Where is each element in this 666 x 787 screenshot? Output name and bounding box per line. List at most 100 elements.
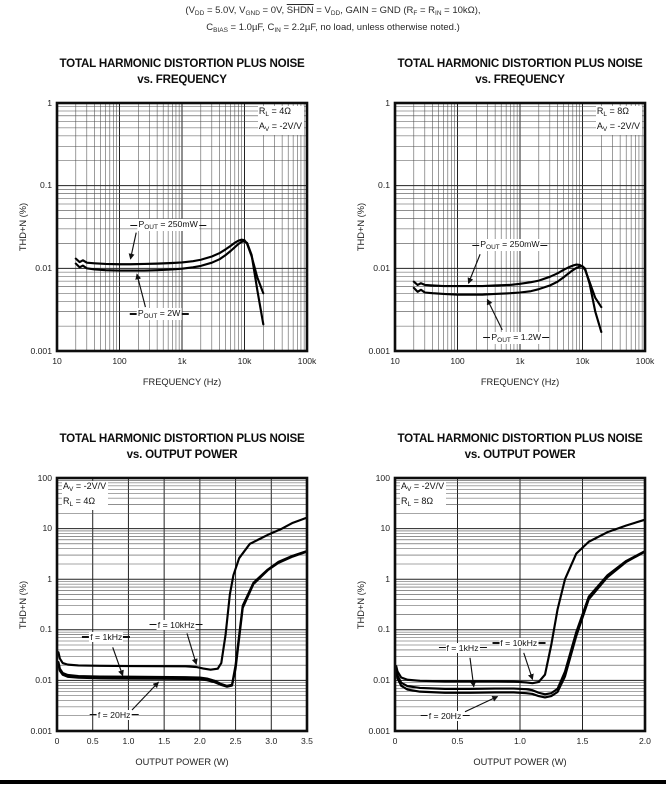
- y-axis-label: THD+N (%): [356, 202, 366, 252]
- y-tick-label: 0.001: [368, 345, 390, 356]
- x-tick-label: 10k: [237, 356, 252, 366]
- y-tick-label: 1: [385, 573, 390, 584]
- series-curve: [57, 516, 308, 671]
- conditions-line-1: (VDD = 5.0V, VGND = 0V, SHDN = VDD, GAIN…: [185, 5, 481, 17]
- chart-title: TOTAL HARMONIC DISTORTION PLUS NOISE vs.…: [2, 56, 362, 87]
- x-tick-label: 0.5: [86, 736, 99, 746]
- series-curve: [74, 238, 265, 295]
- curve-label: f = 10kHz: [492, 637, 546, 648]
- annotation-arrow: [128, 232, 137, 260]
- series-curve: [395, 549, 646, 696]
- y-tick-label: 0.001: [30, 345, 52, 356]
- plot-area: [393, 476, 647, 733]
- y-tick-label: 0.001: [368, 725, 390, 736]
- series-curve: [74, 240, 265, 326]
- curve-label: POUT = 250mW: [472, 239, 548, 252]
- x-axis-label: FREQUENCY (Hz): [142, 377, 222, 387]
- y-tick-label: 0.01: [373, 674, 390, 685]
- y-tick-label: 0.1: [40, 180, 52, 191]
- plot-conditions-label: RL = 4Ω AV = -2V/V: [257, 106, 304, 135]
- page-divider-rule: [0, 780, 666, 784]
- plot-conditions-label: AV = -2V/V RL = 8Ω: [400, 481, 447, 510]
- y-tick-label: 10: [380, 523, 390, 534]
- plot-area: [55, 476, 309, 733]
- x-axis-label: OUTPUT POWER (W): [135, 757, 229, 767]
- y-tick-label: 0.001: [30, 725, 52, 736]
- curve-label: f = 10kHz: [149, 619, 203, 630]
- chart-title-line-2: vs. OUTPUT POWER: [464, 447, 576, 461]
- chart-title: TOTAL HARMONIC DISTORTION PLUS NOISE vs.…: [2, 431, 362, 462]
- x-tick-label: 3.5: [301, 736, 313, 746]
- chart-title-line-1: TOTAL HARMONIC DISTORTION PLUS NOISE: [59, 57, 305, 70]
- chart-title-line-2: vs. FREQUENCY: [475, 72, 565, 86]
- x-tick-label: 1k: [177, 356, 187, 366]
- chart-title-line-1: TOTAL HARMONIC DISTORTION PLUS NOISE: [397, 57, 643, 70]
- series-curve: [395, 518, 646, 685]
- y-axis-label: THD+N (%): [18, 202, 28, 252]
- plot-area: [393, 101, 647, 353]
- annotation-arrow: [131, 681, 159, 711]
- x-tick-label: 10: [390, 356, 400, 366]
- x-tick-label: 10: [52, 356, 62, 366]
- chart-title-line-1: TOTAL HARMONIC DISTORTION PLUS NOISE: [59, 432, 305, 445]
- x-tick-label: 3.0: [265, 736, 278, 746]
- x-tick-label: 0.5: [451, 736, 464, 746]
- y-axis-label: THD+N (%): [18, 580, 28, 629]
- series-curve: [57, 550, 308, 688]
- annotation-arrow: [135, 273, 146, 308]
- x-tick-label: 100: [450, 356, 465, 366]
- x-tick-label: 0: [392, 736, 398, 746]
- x-tick-label: 2.0: [639, 736, 651, 746]
- series-curve: [395, 550, 646, 699]
- plot-conditions-label: RL = 8Ω AV = -2V/V: [595, 106, 642, 135]
- x-tick-label: 1.0: [514, 736, 526, 746]
- x-tick-label: 10k: [575, 356, 590, 366]
- y-tick-label: 0.01: [35, 674, 52, 685]
- y-tick-label: 1: [385, 97, 390, 108]
- x-tick-label: 2.5: [229, 736, 242, 746]
- chart-title-line-1: TOTAL HARMONIC DISTORTION PLUS NOISE: [397, 432, 643, 445]
- x-axis-label: FREQUENCY (Hz): [480, 377, 560, 387]
- chart-title: TOTAL HARMONIC DISTORTION PLUS NOISE vs.…: [340, 56, 666, 87]
- x-tick-label: 1.0: [122, 736, 135, 746]
- chart-title-line-2: vs. OUTPUT POWER: [126, 447, 238, 461]
- y-tick-label: 10: [42, 523, 52, 534]
- x-tick-label: 1k: [515, 356, 525, 366]
- y-tick-label: 0.01: [35, 262, 52, 273]
- x-tick-label: 1.5: [158, 736, 171, 746]
- curve-label: f = 20Hz: [420, 710, 470, 721]
- y-axis-label: THD+N (%): [356, 580, 366, 629]
- annotation-arrow: [186, 633, 198, 665]
- y-tick-label: 1: [47, 97, 52, 108]
- annotation-arrow: [469, 657, 477, 688]
- chart-title-line-2: vs. FREQUENCY: [137, 72, 227, 86]
- curve-label: POUT = 2W: [129, 308, 189, 321]
- x-tick-label: 100k: [297, 356, 317, 366]
- x-tick-label: 100k: [635, 356, 655, 366]
- annotation-arrow: [464, 696, 499, 713]
- series-curve: [412, 265, 603, 334]
- test-conditions-note: (VDD = 5.0V, VGND = 0V, SHDN = VDD, GAIN…: [0, 4, 666, 37]
- curve-label: f = 1kHz: [438, 642, 487, 653]
- chart-title: TOTAL HARMONIC DISTORTION PLUS NOISE vs.…: [340, 431, 666, 462]
- y-tick-label: 0.01: [373, 262, 390, 273]
- annotation-arrow: [486, 298, 503, 331]
- y-tick-label: 1: [47, 573, 52, 584]
- annotation-arrow: [467, 254, 481, 284]
- annotation-arrow: [112, 647, 124, 677]
- chart-thd-vs-frequency-4ohm: TOTAL HARMONIC DISTORTION PLUS NOISE vs.…: [18, 57, 316, 387]
- chart-thd-vs-output-power-8ohm: TOTAL HARMONIC DISTORTION PLUS NOISE vs.…: [356, 432, 651, 767]
- grid: [395, 103, 645, 351]
- curve-label: POUT = 250mW: [130, 219, 206, 232]
- plot-conditions-label: AV = -2V/V RL = 4Ω: [62, 481, 109, 510]
- x-tick-label: 0: [54, 736, 60, 746]
- conditions-line-2: CBIAS = 1.0µF, CIN = 2.2µF, no load, unl…: [206, 21, 460, 34]
- x-axis-label: OUTPUT POWER (W): [473, 757, 567, 767]
- annotation-arrow: [523, 652, 534, 681]
- x-tick-label: 100: [112, 356, 127, 366]
- y-tick-label: 100: [37, 472, 52, 483]
- y-tick-label: 0.1: [40, 624, 52, 635]
- grid: [57, 478, 307, 731]
- curve-label: f = 1kHz: [82, 632, 131, 643]
